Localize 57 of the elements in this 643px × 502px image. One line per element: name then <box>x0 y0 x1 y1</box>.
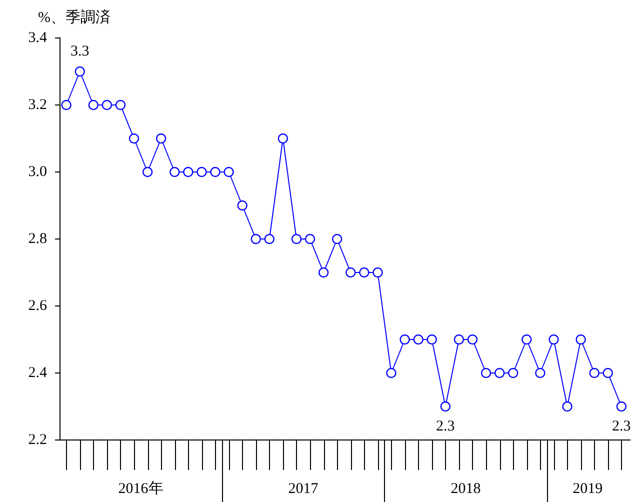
y-tick-label: 2.2 <box>28 432 47 448</box>
point <box>318 267 329 278</box>
point <box>467 334 478 345</box>
point <box>332 234 342 244</box>
point <box>170 166 180 178</box>
point <box>413 334 424 345</box>
y-axis-title: %、季調済 <box>38 8 110 26</box>
point <box>250 234 261 244</box>
point <box>156 133 166 144</box>
point <box>210 166 220 178</box>
annotation: 2.3 <box>612 418 631 434</box>
y-tick-label: 2.4 <box>28 364 48 381</box>
point <box>602 368 613 378</box>
point <box>291 234 302 244</box>
y-tick-label: 3.2 <box>28 96 47 113</box>
point <box>224 166 234 178</box>
x-tick-label: 2017 <box>288 480 319 497</box>
x-tick-label: 2019 <box>572 480 603 497</box>
point <box>372 267 383 278</box>
y-tick-label: 2.6 <box>28 298 48 314</box>
point <box>115 100 126 110</box>
point <box>576 334 586 345</box>
point <box>183 166 194 178</box>
point <box>494 368 505 378</box>
point <box>522 334 532 345</box>
point <box>508 368 518 378</box>
point <box>616 401 627 412</box>
y-tick-label: 3.4 <box>28 30 48 46</box>
y-tick-label: 3.0 <box>28 164 47 180</box>
annotation: 3.3 <box>70 43 90 60</box>
point <box>454 334 464 345</box>
point <box>128 133 140 144</box>
point <box>88 100 98 110</box>
annotation: 2.3 <box>436 418 455 434</box>
point <box>440 401 451 412</box>
point <box>74 66 85 77</box>
point <box>400 334 410 345</box>
point <box>142 166 153 178</box>
y-tick-label: 2.8 <box>28 230 47 247</box>
point <box>61 100 72 110</box>
x-tick-label: 2016年 <box>118 480 164 497</box>
point <box>102 100 112 110</box>
point <box>548 334 559 345</box>
point <box>359 267 370 278</box>
x-tick-label: 2018 <box>450 480 481 497</box>
point <box>304 234 316 244</box>
point <box>480 368 492 378</box>
point <box>386 368 396 378</box>
point <box>196 166 207 178</box>
point <box>562 401 572 412</box>
point <box>278 133 288 144</box>
point <box>346 267 356 278</box>
point <box>264 234 275 244</box>
point <box>589 368 600 378</box>
point <box>426 334 437 345</box>
point <box>535 368 546 378</box>
point <box>237 200 248 211</box>
